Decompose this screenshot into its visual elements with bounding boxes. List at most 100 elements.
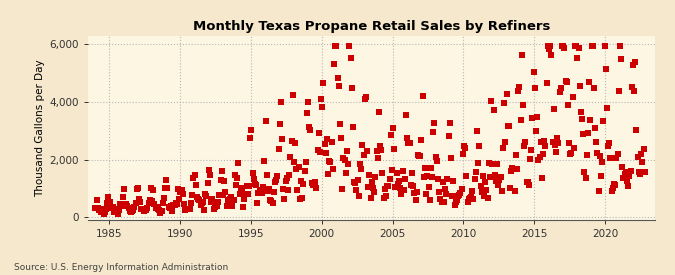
- Point: [624, 173, 634, 178]
- Point: [324, 158, 335, 163]
- Point: [146, 199, 157, 203]
- Point: [179, 202, 190, 207]
- Point: [527, 116, 538, 120]
- Point: [455, 191, 466, 196]
- Point: [118, 187, 129, 192]
- Point: [431, 158, 442, 163]
- Point: [487, 161, 497, 166]
- Point: [186, 201, 196, 205]
- Point: [96, 210, 107, 214]
- Point: [552, 136, 563, 140]
- Point: [581, 153, 592, 157]
- Point: [239, 197, 250, 201]
- Point: [628, 62, 639, 67]
- Point: [396, 192, 407, 197]
- Point: [146, 185, 157, 190]
- Point: [140, 206, 151, 211]
- Point: [546, 53, 557, 57]
- Point: [156, 209, 167, 214]
- Point: [104, 199, 115, 204]
- Point: [319, 141, 330, 146]
- Point: [175, 190, 186, 195]
- Point: [601, 106, 612, 111]
- Point: [572, 56, 583, 60]
- Point: [625, 168, 636, 173]
- Point: [562, 79, 572, 84]
- Point: [154, 208, 165, 212]
- Point: [244, 184, 254, 188]
- Point: [132, 186, 143, 191]
- Point: [294, 197, 305, 201]
- Point: [272, 174, 283, 178]
- Point: [144, 198, 155, 202]
- Point: [521, 180, 532, 184]
- Point: [343, 161, 354, 166]
- Point: [534, 155, 545, 160]
- Point: [193, 197, 204, 202]
- Point: [247, 171, 258, 175]
- Point: [238, 205, 248, 209]
- Point: [202, 181, 213, 186]
- Point: [400, 177, 410, 182]
- Point: [609, 182, 620, 186]
- Point: [213, 200, 223, 204]
- Point: [115, 202, 126, 206]
- Point: [127, 208, 138, 213]
- Point: [269, 180, 280, 184]
- Point: [633, 170, 644, 174]
- Point: [256, 191, 267, 196]
- Point: [537, 176, 547, 180]
- Point: [329, 61, 340, 66]
- Point: [441, 192, 452, 196]
- Point: [254, 188, 265, 192]
- Point: [285, 155, 296, 160]
- Point: [151, 205, 162, 210]
- Point: [500, 139, 511, 144]
- Point: [297, 196, 308, 200]
- Point: [200, 192, 211, 197]
- Point: [217, 168, 227, 173]
- Point: [411, 189, 422, 194]
- Point: [417, 94, 428, 98]
- Point: [258, 185, 269, 189]
- Point: [587, 44, 598, 48]
- Point: [638, 147, 649, 151]
- Point: [547, 140, 558, 145]
- Point: [332, 76, 343, 80]
- Point: [392, 182, 403, 186]
- Point: [337, 186, 348, 191]
- Point: [194, 198, 205, 202]
- Point: [610, 183, 620, 187]
- Point: [205, 173, 215, 177]
- Point: [562, 103, 573, 108]
- Point: [505, 186, 516, 190]
- Point: [510, 153, 521, 157]
- Point: [427, 175, 437, 179]
- Point: [514, 85, 525, 89]
- Point: [493, 183, 504, 188]
- Point: [532, 115, 543, 119]
- Point: [196, 201, 207, 206]
- Point: [458, 152, 468, 156]
- Point: [274, 121, 285, 126]
- Point: [345, 56, 356, 60]
- Point: [188, 176, 199, 180]
- Point: [162, 185, 173, 190]
- Point: [180, 207, 190, 212]
- Point: [207, 197, 218, 201]
- Point: [467, 189, 478, 193]
- Point: [519, 144, 530, 148]
- Point: [369, 190, 379, 194]
- Point: [159, 196, 169, 200]
- Point: [143, 201, 154, 205]
- Point: [236, 186, 246, 191]
- Point: [290, 141, 300, 145]
- Point: [566, 151, 577, 155]
- Point: [433, 177, 443, 182]
- Point: [583, 131, 593, 135]
- Point: [454, 192, 464, 197]
- Point: [221, 204, 232, 208]
- Point: [373, 109, 384, 114]
- Point: [458, 144, 469, 148]
- Point: [325, 160, 336, 164]
